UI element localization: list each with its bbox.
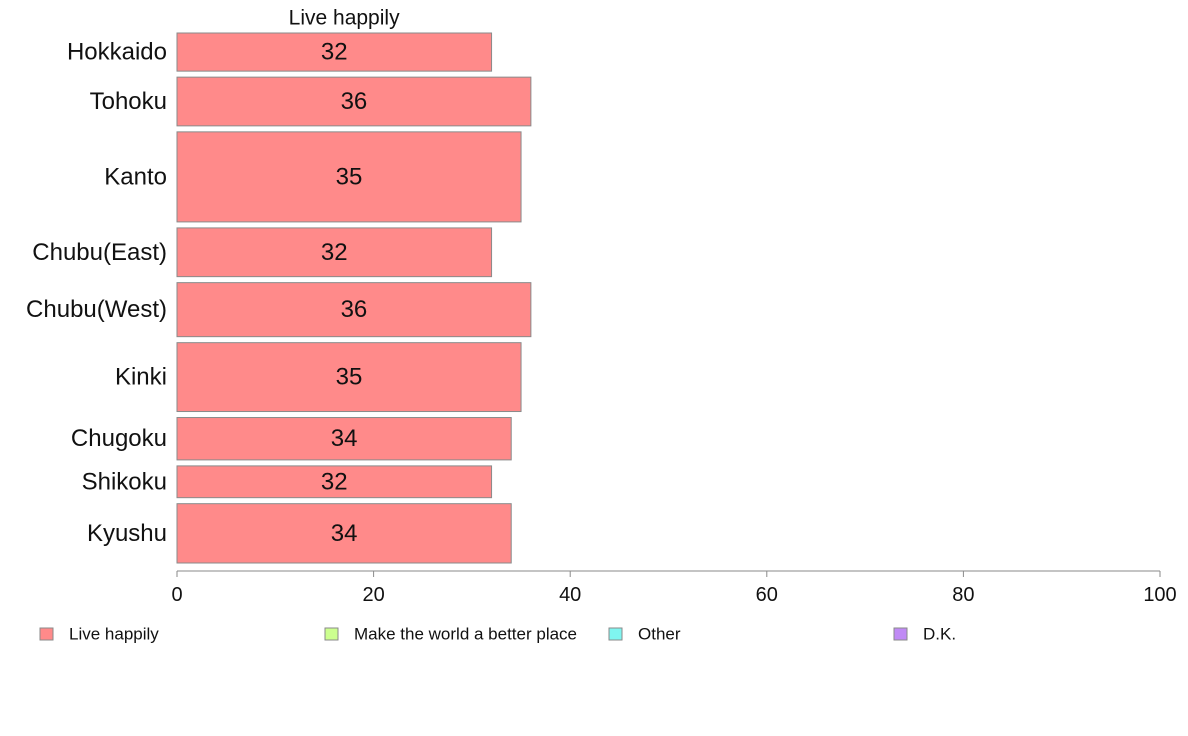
legend-label: Make the world a better place bbox=[354, 625, 577, 644]
category-label: Tohoku bbox=[90, 88, 167, 115]
category-label: Kanto bbox=[104, 163, 167, 190]
bar-kyushu-0 bbox=[176, 503, 512, 564]
bar-value-label: 35 bbox=[336, 364, 363, 391]
bar-value-label: 34 bbox=[331, 425, 358, 452]
bar-value-label: 32 bbox=[321, 239, 348, 266]
bar-chubu-west--0 bbox=[176, 282, 532, 338]
bar-value-label: 32 bbox=[321, 468, 348, 495]
x-tick-label: 60 bbox=[756, 584, 778, 606]
bar-shikoku-0 bbox=[176, 465, 493, 499]
category-label: Kinki bbox=[115, 364, 167, 391]
bar-tohoku-0 bbox=[176, 76, 532, 127]
legend-label: Live happily bbox=[69, 625, 159, 644]
legend-swatch bbox=[608, 627, 623, 641]
x-tick-label: 0 bbox=[171, 584, 182, 606]
x-tick-label: 20 bbox=[362, 584, 384, 606]
bars: 32 36 35 32 36 35 34 32 34 bbox=[176, 32, 532, 564]
category-label: Kyushu bbox=[87, 520, 167, 547]
category-label: Hokkaido bbox=[67, 39, 167, 66]
bar-hokkaido-0 bbox=[176, 32, 493, 72]
legend-label: Other bbox=[638, 625, 681, 644]
bar-kinki-0 bbox=[176, 342, 522, 413]
category-label: Chubu(East) bbox=[32, 239, 167, 266]
bar-kanto-0 bbox=[176, 131, 522, 223]
category-labels: Hokkaido Tohoku Kanto Chubu(East) Chubu(West… bbox=[26, 39, 167, 547]
legend: Live happily Make the world a better plac… bbox=[39, 625, 956, 644]
legend-swatch bbox=[324, 627, 339, 641]
bar-value-label: 32 bbox=[321, 39, 348, 66]
series-title: Live happily bbox=[289, 7, 400, 30]
bar-value-label: 34 bbox=[331, 520, 358, 547]
x-axis: 0 20 40 60 80 100 bbox=[171, 570, 1177, 606]
bar-chubu-east--0 bbox=[176, 227, 493, 278]
category-label: Chubu(West) bbox=[26, 296, 167, 323]
legend-swatch bbox=[39, 627, 54, 641]
x-tick-label: 80 bbox=[952, 584, 974, 606]
legend-label: D.K. bbox=[923, 625, 956, 644]
legend-swatch bbox=[893, 627, 908, 641]
series-titles: Live happily bbox=[289, 7, 400, 30]
bar-value-label: 36 bbox=[341, 88, 368, 115]
category-label: Shikoku bbox=[82, 468, 167, 495]
category-label: Chugoku bbox=[71, 425, 167, 452]
bar-value-label: 35 bbox=[336, 163, 363, 190]
bar-chugoku-0 bbox=[176, 417, 512, 461]
x-tick-label: 40 bbox=[559, 584, 581, 606]
bar-value-label: 36 bbox=[341, 296, 368, 323]
x-tick-label: 100 bbox=[1143, 584, 1176, 606]
